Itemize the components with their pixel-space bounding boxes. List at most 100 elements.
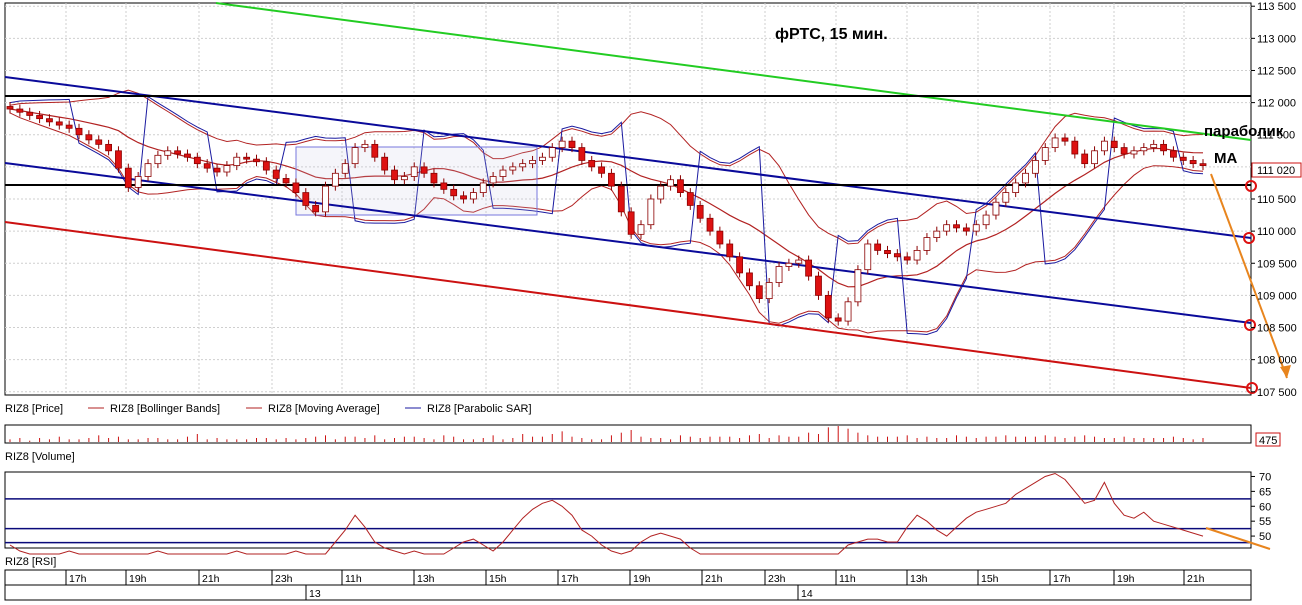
candle[interactable]	[381, 152, 389, 175]
candle[interactable]	[469, 188, 477, 204]
candle[interactable]	[144, 159, 152, 182]
candle[interactable]	[312, 200, 320, 217]
candle[interactable]	[16, 104, 24, 117]
candle[interactable]	[26, 107, 34, 120]
candle[interactable]	[746, 268, 753, 291]
candle[interactable]	[548, 143, 556, 162]
candle[interactable]	[696, 200, 704, 223]
candle[interactable]	[588, 155, 596, 172]
candle[interactable]	[1101, 136, 1108, 156]
candle[interactable]	[884, 245, 891, 259]
candle[interactable]	[667, 175, 674, 191]
candle[interactable]	[203, 159, 211, 173]
candle[interactable]	[637, 220, 645, 239]
candle[interactable]	[598, 162, 605, 178]
candle[interactable]	[617, 181, 625, 217]
candlesticks[interactable]	[6, 101, 1207, 326]
candle[interactable]	[706, 213, 714, 236]
candle[interactable]	[450, 184, 458, 201]
candle[interactable]	[1061, 133, 1069, 146]
candle[interactable]	[489, 172, 497, 188]
candle[interactable]	[1022, 168, 1029, 188]
candle[interactable]	[972, 220, 980, 236]
candle[interactable]	[558, 136, 566, 153]
candle[interactable]	[834, 313, 842, 326]
candle[interactable]	[1071, 136, 1079, 159]
candle[interactable]	[361, 139, 369, 153]
candle[interactable]	[154, 150, 162, 169]
candle[interactable]	[1179, 152, 1187, 165]
candle[interactable]	[736, 252, 744, 278]
candle[interactable]	[795, 255, 803, 268]
candle[interactable]	[1031, 155, 1039, 178]
candle[interactable]	[509, 162, 517, 175]
candle[interactable]	[1081, 149, 1089, 169]
candle[interactable]	[292, 178, 300, 198]
candle[interactable]	[243, 152, 251, 164]
candle[interactable]	[272, 165, 280, 183]
candle[interactable]	[716, 226, 724, 249]
candle[interactable]	[923, 233, 931, 255]
candle[interactable]	[65, 120, 73, 133]
candle[interactable]	[765, 278, 773, 304]
candle[interactable]	[36, 110, 43, 124]
candle[interactable]	[1170, 146, 1177, 162]
candle[interactable]	[193, 152, 201, 169]
candle[interactable]	[874, 239, 882, 255]
candle[interactable]	[253, 154, 260, 167]
candle[interactable]	[1150, 139, 1158, 153]
candle[interactable]	[460, 191, 467, 204]
candle[interactable]	[95, 135, 103, 149]
candle[interactable]	[992, 197, 1000, 220]
candle[interactable]	[331, 168, 339, 191]
candle[interactable]	[824, 290, 832, 323]
candle[interactable]	[982, 210, 990, 230]
candle[interactable]	[134, 172, 142, 192]
rsi-panel[interactable]	[4, 471, 1252, 549]
candle[interactable]	[657, 181, 665, 204]
candle[interactable]	[1041, 143, 1049, 165]
candle[interactable]	[1120, 143, 1128, 159]
candle[interactable]	[1002, 188, 1010, 207]
candle[interactable]	[627, 207, 635, 239]
candle[interactable]	[1140, 143, 1148, 156]
candle[interactable]	[608, 168, 615, 191]
candle[interactable]	[233, 152, 241, 171]
candle[interactable]	[351, 143, 359, 169]
candle[interactable]	[282, 173, 290, 188]
candle[interactable]	[115, 146, 122, 173]
candle[interactable]	[647, 194, 655, 230]
candle[interactable]	[341, 159, 349, 178]
candle[interactable]	[815, 271, 822, 300]
candle[interactable]	[1160, 139, 1167, 156]
candle[interactable]	[164, 146, 172, 160]
candle[interactable]	[1012, 178, 1020, 198]
candle[interactable]	[1199, 159, 1207, 171]
candle[interactable]	[1130, 146, 1138, 159]
candle[interactable]	[420, 162, 428, 178]
candle[interactable]	[686, 188, 694, 210]
candle[interactable]	[953, 220, 960, 233]
candle[interactable]	[213, 163, 221, 177]
candle[interactable]	[410, 162, 418, 182]
candle[interactable]	[85, 130, 93, 145]
candle[interactable]	[854, 265, 862, 307]
candle[interactable]	[805, 255, 813, 281]
candle[interactable]	[55, 117, 63, 130]
candle[interactable]	[75, 123, 83, 140]
candle[interactable]	[124, 163, 132, 192]
candle[interactable]	[539, 152, 546, 165]
candle[interactable]	[223, 161, 231, 177]
candle[interactable]	[262, 157, 270, 175]
candle[interactable]	[6, 101, 14, 114]
candle[interactable]	[322, 181, 329, 217]
candle[interactable]	[1110, 136, 1118, 153]
candle[interactable]	[775, 261, 783, 288]
candle[interactable]	[726, 239, 734, 262]
candle[interactable]	[174, 146, 182, 159]
candle[interactable]	[400, 172, 408, 185]
candle[interactable]	[371, 139, 379, 162]
volume-panel[interactable]	[4, 424, 1252, 444]
candle[interactable]	[568, 136, 576, 153]
candle[interactable]	[962, 223, 970, 236]
